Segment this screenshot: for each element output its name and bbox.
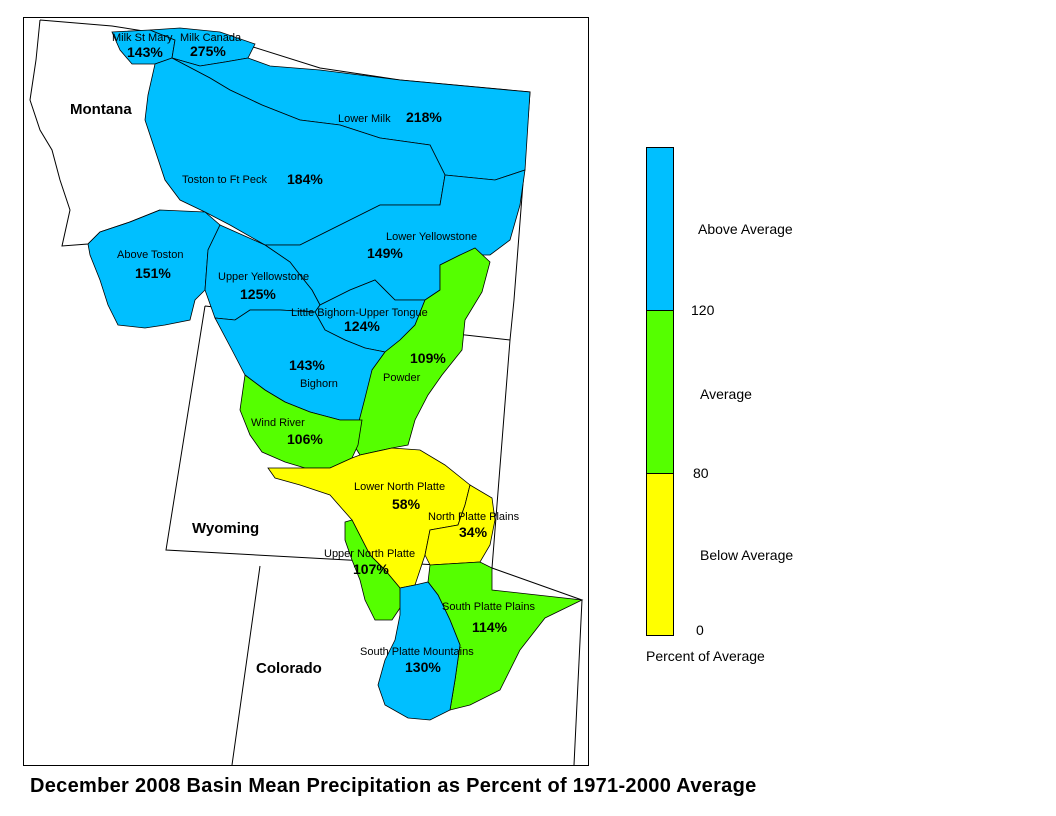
legend-label-above: Above Average — [698, 221, 793, 237]
basin-value: 58% — [392, 496, 421, 512]
state-label-colorado: Colorado — [256, 660, 322, 677]
basin-name: Upper Yellowstone — [218, 271, 309, 283]
legend-swatch-above — [646, 147, 674, 311]
map-title: December 2008 Basin Mean Precipitation a… — [30, 775, 757, 797]
state-label-wyoming: Wyoming — [192, 520, 259, 537]
basin-name: Lower North Platte — [354, 481, 445, 493]
legend-label-average: Average — [700, 386, 752, 402]
basin-value: 125% — [240, 286, 276, 302]
legend-caption: Percent of Average — [646, 648, 765, 664]
map-frame — [23, 17, 589, 766]
basin-labels: Milk St Mary 143% Milk Canada 275% Lower… — [112, 32, 535, 675]
basin-value: 275% — [190, 43, 226, 59]
basin-value: 151% — [135, 265, 171, 281]
state-labels: Montana Wyoming Colorado — [70, 101, 322, 677]
basin-value: 124% — [344, 318, 380, 334]
basin-value: 149% — [367, 245, 403, 261]
basin-value: 107% — [353, 561, 389, 577]
basin-name: Milk Canada — [180, 32, 242, 44]
basin-name: South Platte Plains — [442, 601, 535, 613]
basin-name: Bighorn — [300, 378, 338, 390]
legend-tick-120: 120 — [691, 302, 715, 318]
basin-value: 184% — [287, 171, 323, 187]
basin-value: 143% — [127, 44, 163, 60]
legend-swatch-average — [646, 310, 674, 474]
basin-south-platte-mountains[interactable] — [377, 581, 461, 721]
basin-name: Lower Milk — [338, 113, 391, 125]
legend-tick-0: 0 — [696, 622, 704, 638]
basin-name: Little Bighorn-Upper Tongue — [291, 307, 428, 319]
basin-name: Upper North Platte — [324, 548, 415, 560]
basin-upper-north-platte[interactable] — [344, 519, 403, 621]
legend-label-below: Below Average — [700, 547, 794, 563]
basin-value: 143% — [289, 357, 325, 373]
basin-value: 106% — [287, 431, 323, 447]
basin-name: Milk St Mary — [112, 32, 173, 44]
basin-name: North Platte Plains — [428, 511, 520, 523]
state-label-montana: Montana — [70, 101, 132, 118]
basin-name: Wind River — [251, 417, 305, 429]
basin-value: 218% — [406, 109, 442, 125]
basin-value: 109% — [410, 350, 446, 366]
basin-name: South Platte Mountains — [360, 646, 474, 658]
basins — [87, 27, 584, 721]
basin-value: 114% — [472, 619, 508, 635]
legend-tick-80: 80 — [693, 465, 709, 481]
legend-swatch-below — [646, 473, 674, 636]
basin-value: 130% — [405, 659, 441, 675]
basin-value: 34% — [459, 524, 488, 540]
basin-name: Lower Yellowstone — [386, 231, 477, 243]
basin-name: Above Toston — [117, 249, 183, 261]
basin-name: Powder — [383, 372, 421, 384]
basin-name: Toston to Ft Peck — [182, 174, 267, 186]
